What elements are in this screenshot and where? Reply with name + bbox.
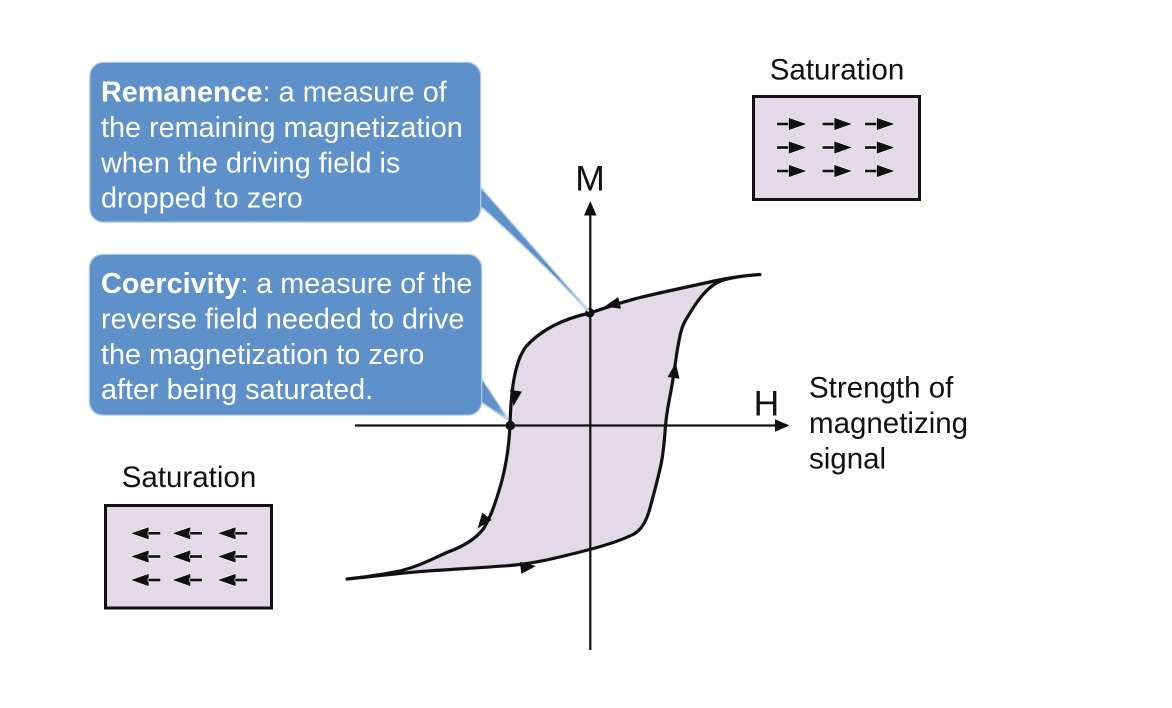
svg-text:Saturation: Saturation xyxy=(122,461,256,494)
svg-text:dropped to zero: dropped to zero xyxy=(101,183,303,215)
svg-text:Saturation: Saturation xyxy=(770,54,904,87)
svg-text:the remaining magnetization: the remaining magnetization xyxy=(101,112,463,144)
svg-text:H: H xyxy=(754,384,780,424)
svg-text:Remanence: a measure of: Remanence: a measure of xyxy=(101,77,448,109)
svg-text:after being saturated.: after being saturated. xyxy=(101,374,373,406)
svg-text:Strength of: Strength of xyxy=(809,372,954,405)
svg-text:M: M xyxy=(575,159,605,199)
svg-text:reverse field needed to drive: reverse field needed to drive xyxy=(101,303,464,335)
svg-text:Coercivity: a measure of the: Coercivity: a measure of the xyxy=(101,268,472,300)
svg-text:the magnetization to zero: the magnetization to zero xyxy=(101,339,424,371)
svg-text:when the driving field is: when the driving field is xyxy=(100,147,400,179)
svg-text:signal: signal xyxy=(809,442,886,475)
svg-text:magnetizing: magnetizing xyxy=(809,407,968,440)
